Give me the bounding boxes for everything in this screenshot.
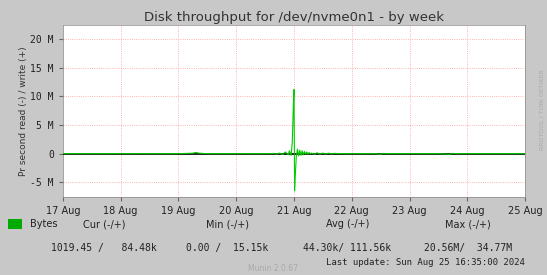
Text: Avg (-/+): Avg (-/+)	[325, 219, 369, 229]
Text: 44.30k/ 111.56k: 44.30k/ 111.56k	[303, 243, 392, 252]
Text: Munin 2.0.67: Munin 2.0.67	[248, 264, 299, 273]
Y-axis label: Pr second read (-) / write (+): Pr second read (-) / write (+)	[19, 46, 27, 175]
Text: RRDTOOL / TOBI OETIKER: RRDTOOL / TOBI OETIKER	[539, 70, 544, 150]
Text: Cur (-/+): Cur (-/+)	[83, 219, 125, 229]
Text: Min (-/+): Min (-/+)	[206, 219, 248, 229]
Text: Last update: Sun Aug 25 16:35:00 2024: Last update: Sun Aug 25 16:35:00 2024	[326, 258, 525, 267]
Text: 1019.45 /   84.48k: 1019.45 / 84.48k	[51, 243, 157, 252]
Text: 0.00 /  15.15k: 0.00 / 15.15k	[186, 243, 268, 252]
Text: 20.56M/  34.77M: 20.56M/ 34.77M	[423, 243, 512, 252]
Title: Disk throughput for /dev/nvme0n1 - by week: Disk throughput for /dev/nvme0n1 - by we…	[144, 10, 444, 24]
Text: Max (-/+): Max (-/+)	[445, 219, 491, 229]
Text: Bytes: Bytes	[30, 219, 57, 229]
